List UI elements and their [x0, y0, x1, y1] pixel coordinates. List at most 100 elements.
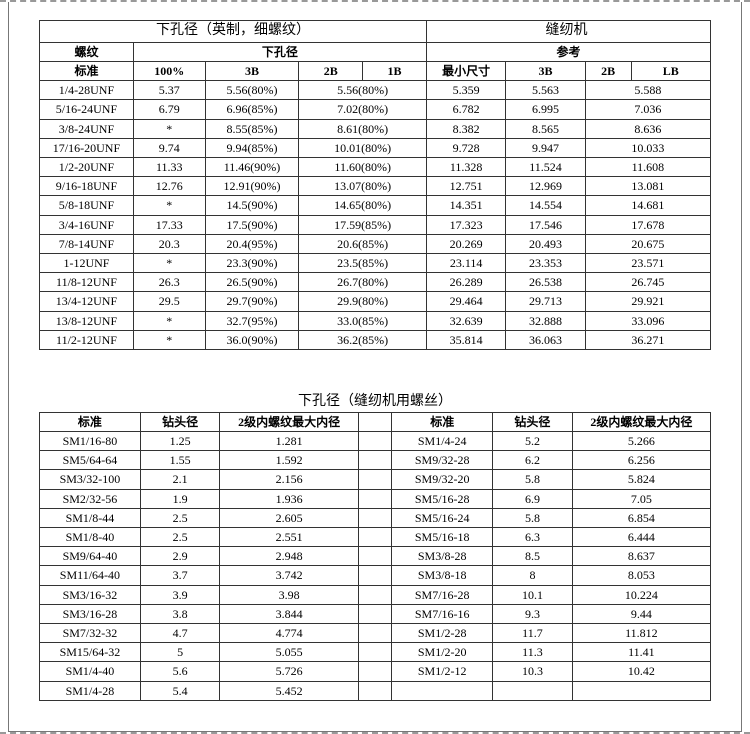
cell: SM1/16-80 — [40, 432, 141, 451]
cell: 23.571 — [585, 253, 710, 272]
cell: 1/4-28UNF — [40, 81, 134, 100]
t1-h-min: 最小尺寸 — [426, 62, 505, 81]
table-row: 1-12UNF*23.3(90%)23.5(85%)23.11423.35323… — [40, 253, 711, 272]
cell: 26.7(80%) — [299, 273, 426, 292]
cell: 1.9 — [140, 489, 220, 508]
cell: 4.774 — [220, 623, 358, 642]
cell: 10.1 — [493, 585, 573, 604]
cell: SM1/2-20 — [392, 643, 493, 662]
cell: SM9/32-28 — [392, 451, 493, 470]
cell: 17/16-20UNF — [40, 138, 134, 157]
cell: 20.6(85%) — [299, 234, 426, 253]
cell: 26.5(90%) — [205, 273, 299, 292]
cell: SM1/8-40 — [40, 528, 141, 547]
cell: 6.854 — [572, 508, 710, 527]
cell: 5.2 — [493, 432, 573, 451]
cell: SM5/16-28 — [392, 489, 493, 508]
t1-h-3b: 3B — [205, 62, 299, 81]
cell: 14.5(90%) — [205, 196, 299, 215]
cell: 35.814 — [426, 330, 505, 349]
cell: 13/4-12UNF — [40, 292, 134, 311]
t1-title-row: 下孔径（英制，细螺纹） 缝纫机 — [40, 21, 711, 43]
table-row: SM1/16-801.251.281SM1/4-245.25.266 — [40, 432, 711, 451]
cell: 5/8-18UNF — [40, 196, 134, 215]
table-row: 17/16-20UNF9.749.94(85%)10.01(80%)9.7289… — [40, 138, 711, 157]
t1-h-2b: 2B — [299, 62, 363, 81]
cell: 1.25 — [140, 432, 220, 451]
cell: 1.281 — [220, 432, 358, 451]
cell: 11.46(90%) — [205, 158, 299, 177]
cell: SM7/32-32 — [40, 623, 141, 642]
t1-h-2b2: 2B — [585, 62, 631, 81]
spacer — [39, 350, 711, 390]
table-row: 1/4-28UNF5.375.56(80%)5.56(80%)5.3595.56… — [40, 81, 711, 100]
cell: 8.636 — [585, 119, 710, 138]
table-row: SM1/4-285.45.452 — [40, 681, 711, 700]
table-row: SM1/8-402.52.551SM5/16-186.36.444 — [40, 528, 711, 547]
cell: 6.256 — [572, 451, 710, 470]
cell: 29.7(90%) — [205, 292, 299, 311]
cell — [493, 681, 573, 700]
cell: * — [133, 119, 205, 138]
cell: 7.02(80%) — [299, 100, 426, 119]
cell: 29.921 — [585, 292, 710, 311]
cell: 36.2(85%) — [299, 330, 426, 349]
cell: 5/16-24UNF — [40, 100, 134, 119]
cell: 11.41 — [572, 643, 710, 662]
cell: 5.824 — [572, 470, 710, 489]
table-row: 1/2-20UNF11.3311.46(90%)11.60(80%)11.328… — [40, 158, 711, 177]
cell — [358, 489, 392, 508]
cell: 9.728 — [426, 138, 505, 157]
cell — [358, 623, 392, 642]
cell: 1.55 — [140, 451, 220, 470]
table-thread-unf: 下孔径（英制，细螺纹） 缝纫机 螺纹 下孔径 参考 标准 100% 3B 2B … — [39, 20, 711, 350]
cell: 20.675 — [585, 234, 710, 253]
table-row: 5/16-24UNF6.796.96(85%)7.02(80%)6.7826.9… — [40, 100, 711, 119]
cell: 10.42 — [572, 662, 710, 681]
t1-h-100: 100% — [133, 62, 205, 81]
cell: 13.07(80%) — [299, 177, 426, 196]
t2-h-drill-l: 钻头径 — [140, 412, 220, 431]
cell — [392, 681, 493, 700]
cell: 14.681 — [585, 196, 710, 215]
cell: 5.359 — [426, 81, 505, 100]
cell: 5.055 — [220, 643, 358, 662]
cell: 6.444 — [572, 528, 710, 547]
table-row: 13/4-12UNF29.529.7(90%)29.9(80%)29.46429… — [40, 292, 711, 311]
t1-g-b: 下孔径 — [133, 42, 426, 61]
cell — [572, 681, 710, 700]
cell: 12.76 — [133, 177, 205, 196]
cell: 6.995 — [506, 100, 585, 119]
cell: SM15/64-32 — [40, 643, 141, 662]
cell: SM5/16-18 — [392, 528, 493, 547]
cell: 20.3 — [133, 234, 205, 253]
cell: 33.096 — [585, 311, 710, 330]
cell: SM9/32-20 — [392, 470, 493, 489]
t2-head-row: 标准 钻头径 2级内螺纹最大内径 标准 钻头径 2级内螺纹最大内径 — [40, 412, 711, 431]
cell: 10.3 — [493, 662, 573, 681]
t1-g-c: 参考 — [426, 42, 710, 61]
cell: 5.563 — [506, 81, 585, 100]
cell: 6.782 — [426, 100, 505, 119]
cell — [358, 662, 392, 681]
t2-h-std-r: 标准 — [392, 412, 493, 431]
table-row: SM2/32-561.91.936SM5/16-286.97.05 — [40, 489, 711, 508]
cell: 1/2-20UNF — [40, 158, 134, 177]
t2-title: 下孔径（缝纫机用螺丝） — [39, 390, 711, 410]
cell: 14.65(80%) — [299, 196, 426, 215]
cell: SM3/8-28 — [392, 547, 493, 566]
table-row: 11/8-12UNF26.326.5(90%)26.7(80%)26.28926… — [40, 273, 711, 292]
cell: SM3/32-100 — [40, 470, 141, 489]
cell: 8.637 — [572, 547, 710, 566]
cell — [358, 451, 392, 470]
t1-h-1b: 1B — [363, 62, 427, 81]
cell — [358, 547, 392, 566]
table-row: 9/16-18UNF12.7612.91(90%)13.07(80%)12.75… — [40, 177, 711, 196]
cell: * — [133, 311, 205, 330]
cell: SM1/2-12 — [392, 662, 493, 681]
cell: 9.947 — [506, 138, 585, 157]
t1-title-left: 下孔径（英制，细螺纹） — [40, 21, 427, 43]
cell: 5.37 — [133, 81, 205, 100]
cell: 36.063 — [506, 330, 585, 349]
cell: 9.3 — [493, 604, 573, 623]
